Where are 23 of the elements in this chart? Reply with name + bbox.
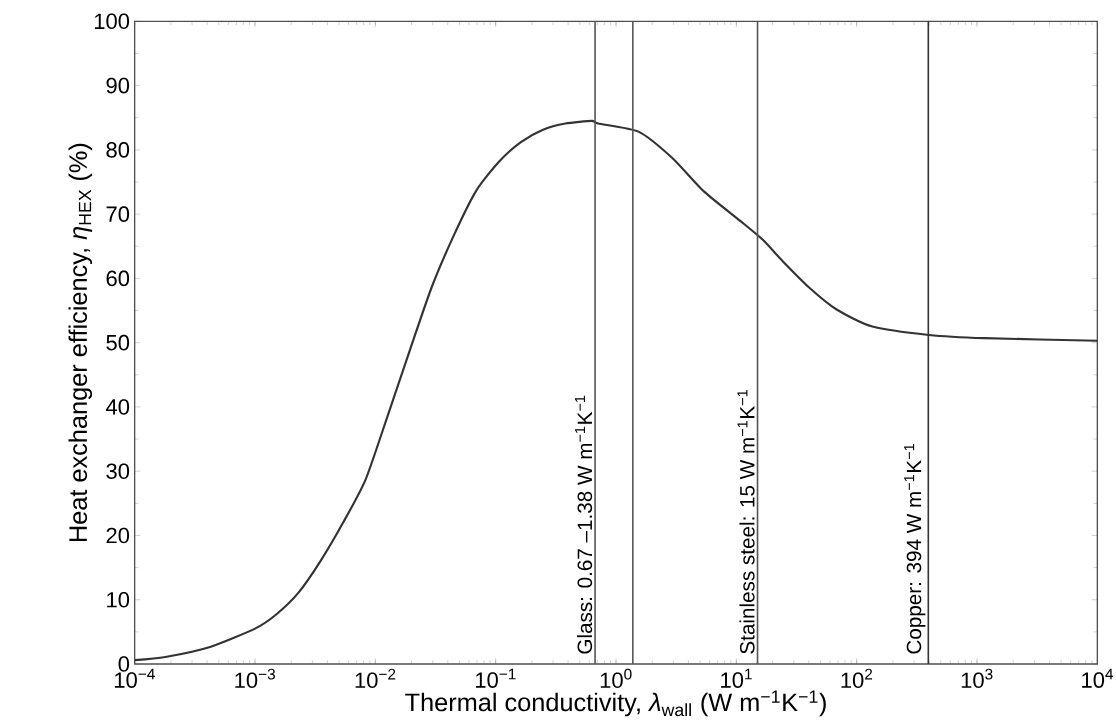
x-tick-label: 10$^{4}$ <box>1082 668 1114 688</box>
y-tick-label: 70 <box>106 206 130 222</box>
x-tick-label: 10$^{3}$ <box>961 668 993 689</box>
y-tick-label: 40 <box>105 399 130 415</box>
y-tick-label: 30 <box>106 463 130 479</box>
y-tick-label: 10 <box>107 591 130 608</box>
x-tick-label: 10$^{1}$ <box>721 668 752 688</box>
x-tick-label: 10$^{−1}$ <box>475 668 516 688</box>
ref-line-label: Glass: 0.67 –1.38 W m$^{−1}$K$^{−1}$ <box>575 395 593 654</box>
y-tick-label: 90 <box>106 77 130 94</box>
ref-line-label: Copper: 394 W m$^{−1}$K$^{−1}$ <box>904 444 926 654</box>
y-tick-label: 20 <box>106 527 130 544</box>
y-tick-label: 50 <box>106 334 130 351</box>
y-tick-label: 80 <box>106 142 130 158</box>
x-tick-label: 10$^{2}$ <box>841 668 873 689</box>
y-tick-label: 60 <box>106 270 130 287</box>
x-tick-label: 10$^{−3}$ <box>235 668 275 689</box>
y-tick-label: 100 <box>94 13 130 30</box>
x-axis-title: Thermal conductivity, λ$_{wall}$ (W m$^{−1}$K$^{−1}$) <box>405 690 826 717</box>
x-tick-label: 10$^{0}$ <box>600 668 632 689</box>
ref-line-label: Stainless steel: 15 W m$^{−1}$K$^{−1}$ <box>737 390 755 654</box>
y-axis-title: Heat exchanger efficiency, η$_{HEX}$ (%) <box>68 143 93 542</box>
x-tick-label: 10$^{−2}$ <box>355 668 396 689</box>
